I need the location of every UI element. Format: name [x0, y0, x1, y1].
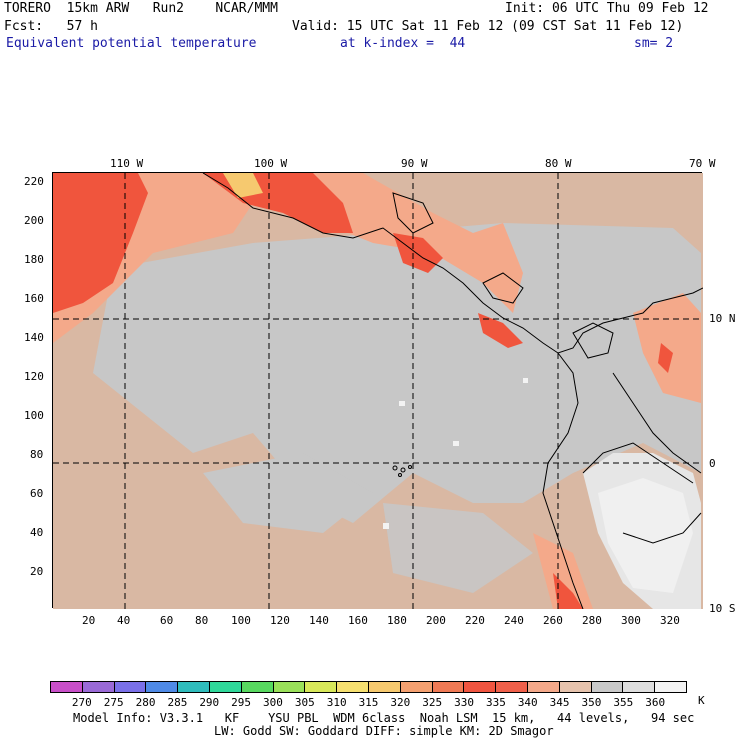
- colorbar-label: 310: [326, 696, 347, 709]
- y-tick: 220: [24, 175, 44, 188]
- colorbar-swatch: [51, 682, 83, 692]
- colorbar-label: 350: [581, 696, 602, 709]
- x-tick: 160: [348, 614, 368, 627]
- colorbar: [50, 681, 687, 693]
- colorbar-swatch: [178, 682, 210, 692]
- map-plot-area: [52, 172, 703, 609]
- colorbar-swatch: [114, 682, 147, 692]
- colorbar-swatch: [337, 682, 369, 692]
- lon-label-110w: 110 W: [110, 157, 144, 170]
- lon-label-80w: 80 W: [545, 157, 572, 170]
- colorbar-label: 330: [454, 696, 474, 709]
- y-tick: 60: [30, 487, 44, 500]
- y-tick: 140: [24, 331, 44, 344]
- colorbar-unit: K: [698, 694, 705, 707]
- model-run-title: TORERO 15km ARW Run2 NCAR/MMM: [4, 1, 278, 16]
- x-tick: 260: [543, 614, 563, 627]
- colorbar-swatch: [559, 682, 592, 692]
- colorbar-swatch: [368, 682, 401, 692]
- y-tick: 100: [24, 409, 44, 422]
- x-tick: 60: [160, 614, 174, 627]
- colorbar-swatch: [241, 682, 274, 692]
- model-info-line1: Model Info: V3.3.1 KF YSU PBL WDM 6class…: [73, 711, 695, 725]
- x-tick: 120: [270, 614, 290, 627]
- model-info-line2: LW: Godd SW: Goddard DIFF: simple KM: 2D…: [214, 724, 554, 738]
- colorbar-swatch: [146, 682, 179, 692]
- y-tick: 40: [30, 526, 44, 539]
- colorbar-swatch: [496, 682, 528, 692]
- colorbar-swatch: [591, 682, 624, 692]
- colorbar-label: 355: [613, 696, 634, 709]
- colorbar-label: 270: [71, 696, 92, 709]
- lat-label-10s: 10 S: [709, 602, 736, 615]
- colorbar-label: 345: [549, 696, 570, 709]
- x-tick: 200: [426, 614, 446, 627]
- forecast-hour: Fcst: 57 h: [4, 19, 98, 34]
- lon-label-90w: 90 W: [401, 157, 428, 170]
- colorbar-swatch: [400, 682, 433, 692]
- colorbar-label: 280: [135, 696, 156, 709]
- colorbar-label: 275: [103, 696, 124, 709]
- theta-e-field: [53, 173, 703, 609]
- colorbar-label: 335: [485, 696, 506, 709]
- colorbar-swatch: [623, 682, 656, 692]
- colorbar-swatch: [209, 682, 242, 692]
- colorbar-label: 315: [358, 696, 379, 709]
- x-tick: 40: [117, 614, 131, 627]
- colorbar-label: 325: [422, 696, 443, 709]
- x-tick: 180: [387, 614, 407, 627]
- valid-time: Valid: 15 UTC Sat 11 Feb 12 (09 CST Sat …: [292, 19, 684, 34]
- y-tick: 160: [24, 292, 44, 305]
- colorbar-label: 305: [294, 696, 315, 709]
- y-tick: 80: [30, 448, 44, 461]
- colorbar-label: 290: [199, 696, 220, 709]
- x-tick: 220: [465, 614, 485, 627]
- x-tick: 240: [504, 614, 524, 627]
- field-name: Equivalent potential temperature: [6, 36, 257, 51]
- y-tick: 120: [24, 370, 44, 383]
- colorbar-label: 295: [231, 696, 252, 709]
- lat-label-0: 0: [709, 457, 716, 470]
- lat-label-10n: 10 N: [709, 312, 736, 325]
- lon-label-70w: 70 W: [689, 157, 716, 170]
- colorbar-label: 285: [167, 696, 188, 709]
- colorbar-swatch: [527, 682, 560, 692]
- x-tick: 80: [195, 614, 209, 627]
- level-info: at k-index = 44: [340, 36, 466, 51]
- y-tick: 200: [24, 214, 44, 227]
- y-tick: 20: [30, 565, 44, 578]
- x-tick: 280: [582, 614, 602, 627]
- lon-label-100w: 100 W: [254, 157, 288, 170]
- x-tick: 20: [82, 614, 96, 627]
- x-tick: 320: [660, 614, 680, 627]
- colorbar-label: 360: [645, 696, 666, 709]
- y-tick: 180: [24, 253, 44, 266]
- x-tick: 140: [309, 614, 329, 627]
- colorbar-swatch: [464, 682, 497, 692]
- colorbar-label: 300: [263, 696, 283, 709]
- x-tick: 100: [231, 614, 251, 627]
- colorbar-swatch: [432, 682, 465, 692]
- smoothing-info: sm= 2: [634, 36, 674, 51]
- init-time: Init: 06 UTC Thu 09 Feb 12: [505, 1, 709, 16]
- x-tick: 300: [621, 614, 641, 627]
- colorbar-swatch: [655, 682, 686, 692]
- colorbar-label: 340: [517, 696, 538, 709]
- colorbar-swatch: [305, 682, 338, 692]
- colorbar-swatch: [82, 682, 115, 692]
- colorbar-swatch: [273, 682, 306, 692]
- colorbar-label: 320: [390, 696, 411, 709]
